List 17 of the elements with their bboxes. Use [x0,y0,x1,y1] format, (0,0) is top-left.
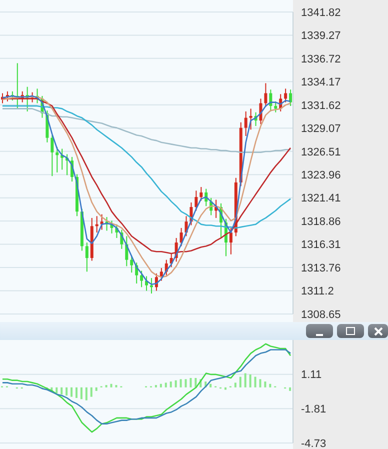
y-tick-label: 1341.82 [301,6,341,19]
y-tick-label: 1311.2 [301,286,334,298]
y-tick-label: 1308.65 [301,308,341,321]
y-tick-label: 1321.41 [301,192,341,205]
y-tick-label: 1329.07 [301,122,341,135]
y-tick-label: 1339.27 [301,30,341,42]
y-tick-label: 1313.76 [301,262,341,274]
y-tick-label: -1.81 [301,404,326,416]
y-tick-label: 1336.72 [301,53,341,66]
y-tick-label: 1334.17 [301,76,341,89]
y-tick-label: 1316.31 [301,239,341,252]
y-tick-label: 1331.62 [301,100,341,112]
y-tick-label: -4.73 [301,438,326,449]
y-tick-label: 1318.86 [301,216,341,228]
y-tick-label: 1323.96 [301,170,341,182]
y-tick-label: 1.11 [301,369,322,382]
y-tick-label: 1326.51 [301,146,341,158]
